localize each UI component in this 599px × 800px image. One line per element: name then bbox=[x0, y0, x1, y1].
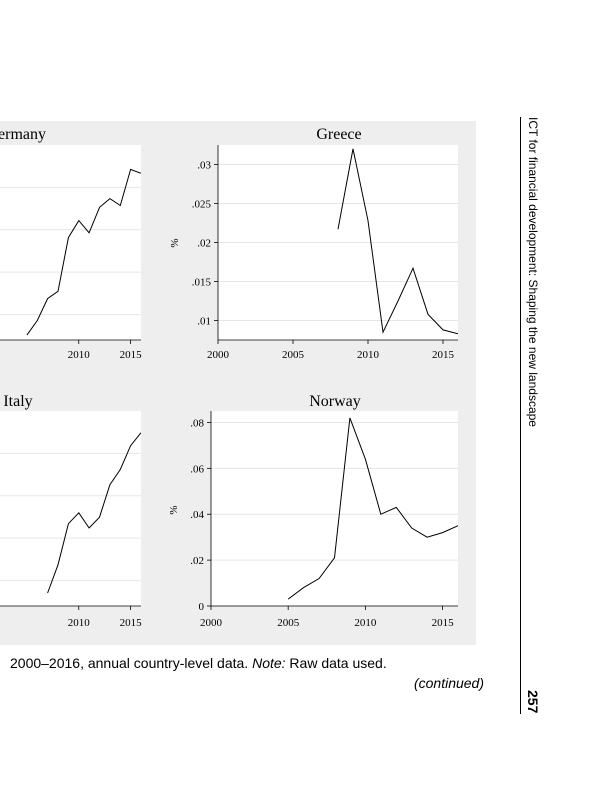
caption-text-before: 2000–2016, annual country-level data. bbox=[10, 655, 253, 671]
y-tick-label: .04 bbox=[190, 509, 204, 521]
x-tick-label: 2015 bbox=[432, 617, 455, 629]
chart-title: ermany bbox=[0, 126, 46, 143]
y-tick-label: .08 bbox=[190, 417, 204, 429]
chart-title: Italy bbox=[3, 393, 32, 410]
page-number: 257 bbox=[525, 690, 541, 714]
x-tick-label: 2010 bbox=[68, 349, 91, 361]
x-tick-label: 2000 bbox=[200, 617, 223, 629]
caption-text-after: Raw data used. bbox=[285, 655, 387, 671]
margin-rule bbox=[520, 117, 521, 714]
series-line bbox=[287, 417, 458, 600]
plot-area bbox=[0, 145, 141, 340]
y-tick-label: .02 bbox=[197, 238, 211, 250]
running-head: ICT for financial development: Shaping t… bbox=[526, 117, 540, 427]
y-tick-label: .06 bbox=[190, 463, 204, 475]
x-tick-label: 2015 bbox=[120, 617, 143, 629]
chart-italy: 2010 2015 Italy bbox=[0, 393, 142, 629]
chart-germany: 2010 2015 ermany bbox=[0, 126, 142, 361]
chart-title: Norway bbox=[309, 393, 361, 410]
chart-title: Greece bbox=[316, 126, 361, 143]
y-axis-label: % bbox=[168, 505, 180, 514]
x-tick-label: 2010 bbox=[357, 349, 380, 361]
y-tick-label: .03 bbox=[197, 160, 211, 172]
x-tick-label: 2005 bbox=[282, 349, 305, 361]
y-tick-label: .02 bbox=[190, 555, 204, 567]
y-axis-label: % bbox=[169, 238, 181, 247]
y-tick-label: .015 bbox=[192, 277, 212, 289]
x-tick-label: 2015 bbox=[432, 349, 455, 361]
series-line bbox=[47, 432, 141, 594]
series-line bbox=[26, 168, 141, 336]
chart-norway: 0 .02 .04 .06 .08 2000 2005 2010 2015% Norway bbox=[168, 393, 458, 629]
x-tick-label: 2010 bbox=[68, 617, 91, 629]
plot-area bbox=[211, 411, 458, 606]
x-tick-label: 2000 bbox=[207, 349, 230, 361]
x-tick-label: 2015 bbox=[120, 349, 143, 361]
y-tick-label: .025 bbox=[192, 199, 212, 211]
caption-note-label: Note: bbox=[252, 655, 286, 671]
x-tick-label: 2010 bbox=[354, 617, 377, 629]
chart-greece: .01 .015 .02 .025 .03 2000 2005 2010 2015% Greece bbox=[169, 126, 458, 361]
y-tick-label: .01 bbox=[197, 316, 211, 328]
x-tick-label: 2005 bbox=[277, 617, 300, 629]
continued-label: (continued) bbox=[413, 675, 484, 691]
series-line bbox=[337, 148, 458, 335]
figure-caption: 2000–2016, annual country-level data. No… bbox=[10, 655, 387, 671]
y-tick-label: 0 bbox=[199, 601, 205, 613]
plot-area bbox=[0, 411, 141, 606]
